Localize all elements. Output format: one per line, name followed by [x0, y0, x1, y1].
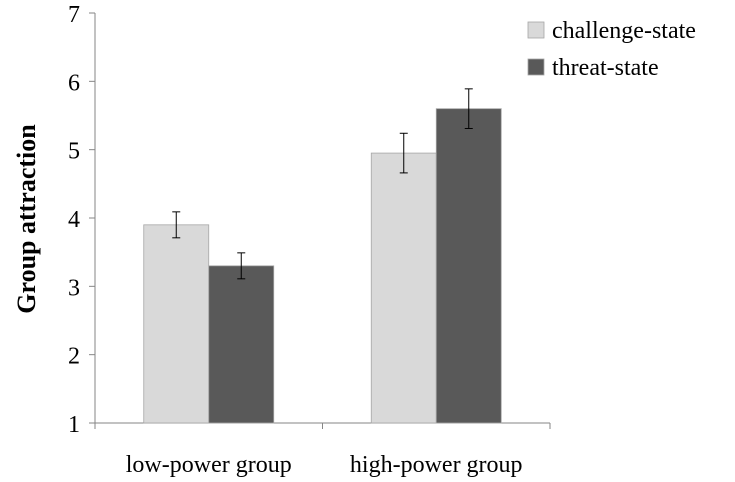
bar-challenge-state-high-power-group	[370, 152, 437, 424]
legend-swatch	[527, 21, 545, 39]
x-category-label: high-power group	[350, 452, 523, 478]
legend-label: threat-state	[552, 55, 659, 81]
legend-swatch	[527, 58, 545, 76]
y-tick-label: 4	[68, 207, 80, 233]
x-category-label: low-power group	[126, 452, 292, 478]
y-tick-label: 5	[68, 139, 80, 165]
y-axis-title: Group attraction	[12, 124, 41, 314]
bar-challenge-state-low-power-group	[143, 224, 210, 424]
bar-threat-state-low-power-group	[208, 265, 275, 424]
y-tick-label: 3	[68, 275, 80, 301]
y-tick-label: 2	[68, 344, 80, 370]
legend: challenge-state threat-state	[527, 18, 696, 81]
legend-label: challenge-state	[552, 18, 696, 44]
bars	[143, 108, 502, 424]
y-tick-label: 1	[68, 412, 80, 438]
bar-threat-state-high-power-group	[435, 108, 502, 424]
error-bars	[172, 88, 473, 280]
y-axis: 1 2 3 4 5 6 7	[68, 2, 96, 438]
category-labels: low-power group high-power group	[126, 452, 523, 478]
y-tick-label: 7	[68, 2, 80, 28]
y-tick-label: 6	[68, 70, 80, 96]
x-axis	[94, 422, 551, 429]
